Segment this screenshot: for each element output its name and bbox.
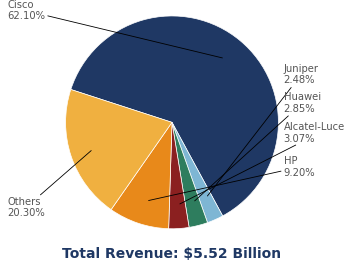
Wedge shape: [172, 122, 207, 227]
Text: Huawei
2.85%: Huawei 2.85%: [195, 92, 321, 201]
Text: Others
20.30%: Others 20.30%: [7, 151, 91, 218]
Text: Alcatel-Lucent
3.07%: Alcatel-Lucent 3.07%: [180, 122, 344, 204]
Text: Juniper
2.48%: Juniper 2.48%: [207, 64, 319, 196]
Wedge shape: [71, 16, 278, 216]
Text: Total Revenue: $5.52 Billion: Total Revenue: $5.52 Billion: [63, 247, 281, 261]
Text: HP
9.20%: HP 9.20%: [149, 156, 315, 201]
Wedge shape: [169, 122, 189, 229]
Wedge shape: [66, 89, 172, 210]
Text: Cisco
62.10%: Cisco 62.10%: [7, 0, 223, 58]
Wedge shape: [172, 122, 223, 223]
Wedge shape: [111, 122, 172, 229]
